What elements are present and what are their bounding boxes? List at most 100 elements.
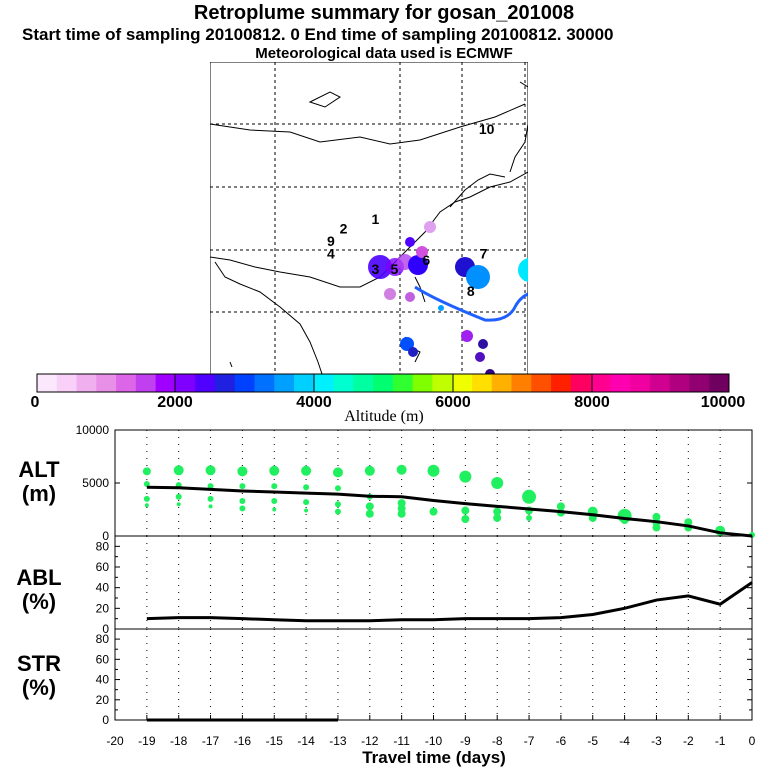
- colorbar-swatch: [116, 374, 137, 392]
- x-tick-label: -14: [297, 734, 315, 748]
- altitude-scatter-point: [207, 483, 214, 490]
- altitude-scatter-point: [272, 507, 277, 512]
- abl-label-top: ABL: [16, 565, 62, 590]
- altitude-scatter-point: [461, 506, 470, 515]
- map-time-marker: 5: [391, 261, 399, 277]
- abl-series-line: [146, 581, 753, 623]
- altitude-scatter-point: [143, 481, 150, 488]
- colorbar-swatch: [471, 374, 493, 392]
- altitude-scatter-point: [207, 495, 214, 502]
- colorbar-swatch: [610, 374, 631, 392]
- y-tick-label: 80: [96, 632, 110, 646]
- x-tick-label: -12: [361, 734, 379, 748]
- map-plume-clusters: [368, 221, 528, 374]
- altitude-scatter-point: [173, 465, 184, 476]
- str-label-unit: (%): [21, 675, 57, 700]
- colorbar-swatch: [274, 374, 295, 392]
- colorbar-swatch: [37, 374, 58, 392]
- x-tick-label: -18: [170, 734, 188, 748]
- colorbar-tick: 6000: [435, 394, 471, 411]
- altitude-scatter-point: [429, 507, 438, 516]
- altitude-scatter-point: [493, 513, 502, 522]
- y-tick-label: 0: [102, 622, 109, 636]
- colorbar-tick: 2000: [157, 394, 193, 411]
- colorbar-swatch: [254, 374, 275, 392]
- colorbar-swatch: [214, 374, 236, 392]
- x-tick-label: -7: [524, 734, 535, 748]
- map-time-marker: 1: [371, 211, 379, 227]
- altitude-scatter-point: [143, 495, 150, 502]
- x-tick-label: -20: [106, 734, 124, 748]
- colorbar-swatch: [56, 374, 78, 392]
- colorbar-swatch: [195, 374, 216, 392]
- y-tick-label: 40: [96, 673, 110, 687]
- colorbar-swatch: [511, 374, 532, 392]
- x-tick-label: -19: [138, 734, 156, 748]
- map-gridlines: [210, 62, 528, 374]
- colorbar-swatch: [590, 374, 611, 392]
- x-tick-label: -16: [234, 734, 252, 748]
- altitude-scatter-point: [459, 470, 472, 483]
- x-tick-label: -9: [460, 734, 471, 748]
- altitude-scatter-point: [493, 507, 502, 516]
- altitude-scatter-point: [522, 489, 537, 504]
- alt-label-unit: (m): [21, 481, 57, 506]
- colorbar-swatch: [432, 374, 453, 392]
- colorbar-tick: 0: [30, 394, 40, 411]
- alt-series-line: [146, 485, 753, 538]
- map-time-marker: 6: [422, 252, 430, 268]
- colorbar-swatch: [669, 374, 690, 392]
- map-time-marker: 10: [479, 121, 495, 137]
- altitude-scatter-point: [397, 509, 406, 518]
- colorbar-swatch: [551, 374, 572, 392]
- altitude-scatter-point: [491, 477, 504, 489]
- x-tick-label: -13: [329, 734, 347, 748]
- colorbar-swatch: [412, 374, 433, 392]
- y-tick-label: 20: [96, 693, 110, 707]
- map-time-marker: 4: [327, 246, 335, 262]
- colorbar-tick: 4000: [296, 394, 332, 411]
- str-label-top: STR: [17, 651, 61, 676]
- altitude-scatter-point: [271, 483, 278, 490]
- abl-frame: [114, 535, 753, 630]
- y-tick-label: 40: [96, 581, 110, 595]
- colorbar-swatch: [353, 374, 374, 392]
- altitude-scatter-point: [208, 504, 213, 509]
- altitude-scatter-point: [271, 498, 278, 505]
- altitude-scatter-point: [144, 503, 149, 508]
- str-panel-label: STR (%): [4, 652, 74, 700]
- alt-panel-label: ALT (m): [4, 458, 74, 506]
- x-tick-label: -3: [651, 734, 662, 748]
- altitude-scatter-point: [364, 465, 375, 476]
- colorbar-swatch: [709, 374, 730, 392]
- altitude-scatter-point: [304, 508, 309, 513]
- altitude-scatter-point: [526, 514, 533, 521]
- colorbar-swatch: [452, 374, 473, 392]
- y-tick-label: 60: [96, 652, 110, 666]
- abl-panel-label: ABL (%): [4, 566, 74, 614]
- x-tick-label: -1: [715, 734, 726, 748]
- altitude-scatter-point: [175, 493, 182, 500]
- altitude-scatter-point: [237, 466, 248, 477]
- map-time-marker: 9: [327, 233, 335, 249]
- altitude-scatter-point: [142, 467, 151, 476]
- trajectory-path: [414, 285, 528, 322]
- colorbar-swatch: [373, 374, 394, 392]
- altitude-scatter-point: [239, 483, 246, 490]
- x-tick-label: -15: [266, 734, 284, 748]
- retroplume-map: 1 2 3 4 5 6 7 8 9 10: [210, 62, 528, 374]
- y-tick-label: 60: [96, 560, 110, 574]
- colorbar-swatch: [570, 374, 592, 392]
- colorbar-swatch: [333, 374, 354, 392]
- y-tick-label: 80: [96, 539, 110, 553]
- colorbar-swatch: [234, 374, 255, 392]
- altitude-scatter-point: [334, 501, 341, 508]
- x-tick-label: -11: [393, 734, 410, 748]
- x-tick-label: -17: [202, 734, 220, 748]
- altitude-scatter-point: [652, 523, 661, 532]
- altitude-scatter-point: [427, 464, 440, 477]
- colorbar-swatch: [175, 374, 196, 392]
- alt-label-top: ALT: [18, 457, 60, 482]
- x-tick-label: -6: [556, 734, 567, 748]
- altitude-colorbar: [36, 373, 730, 393]
